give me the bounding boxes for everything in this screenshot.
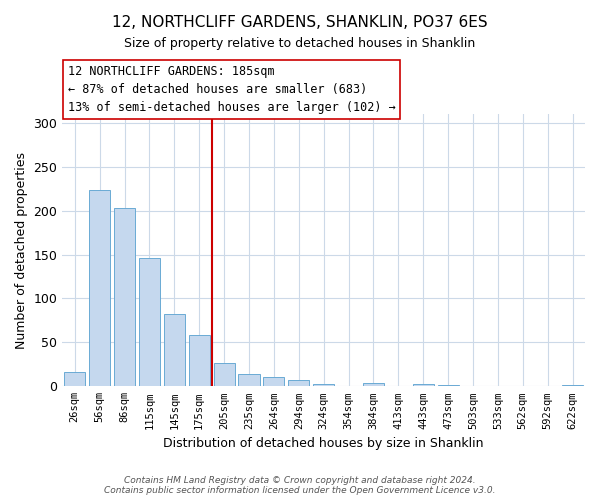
Bar xyxy=(214,364,235,386)
Text: Contains HM Land Registry data © Crown copyright and database right 2024.
Contai: Contains HM Land Registry data © Crown c… xyxy=(104,476,496,495)
Text: Size of property relative to detached houses in Shanklin: Size of property relative to detached ho… xyxy=(124,38,476,51)
Text: 12, NORTHCLIFF GARDENS, SHANKLIN, PO37 6ES: 12, NORTHCLIFF GARDENS, SHANKLIN, PO37 6… xyxy=(112,15,488,30)
Text: 12 NORTHCLIFF GARDENS: 185sqm
← 87% of detached houses are smaller (683)
13% of : 12 NORTHCLIFF GARDENS: 185sqm ← 87% of d… xyxy=(68,65,395,114)
Bar xyxy=(139,258,160,386)
Bar xyxy=(114,208,135,386)
Bar xyxy=(89,190,110,386)
Bar xyxy=(64,372,85,386)
Bar xyxy=(413,384,434,386)
Bar xyxy=(164,314,185,386)
Bar xyxy=(238,374,260,386)
Bar xyxy=(263,376,284,386)
Bar xyxy=(188,336,210,386)
Bar xyxy=(288,380,310,386)
Y-axis label: Number of detached properties: Number of detached properties xyxy=(15,152,28,348)
Bar xyxy=(313,384,334,386)
Bar xyxy=(363,383,384,386)
X-axis label: Distribution of detached houses by size in Shanklin: Distribution of detached houses by size … xyxy=(163,437,484,450)
